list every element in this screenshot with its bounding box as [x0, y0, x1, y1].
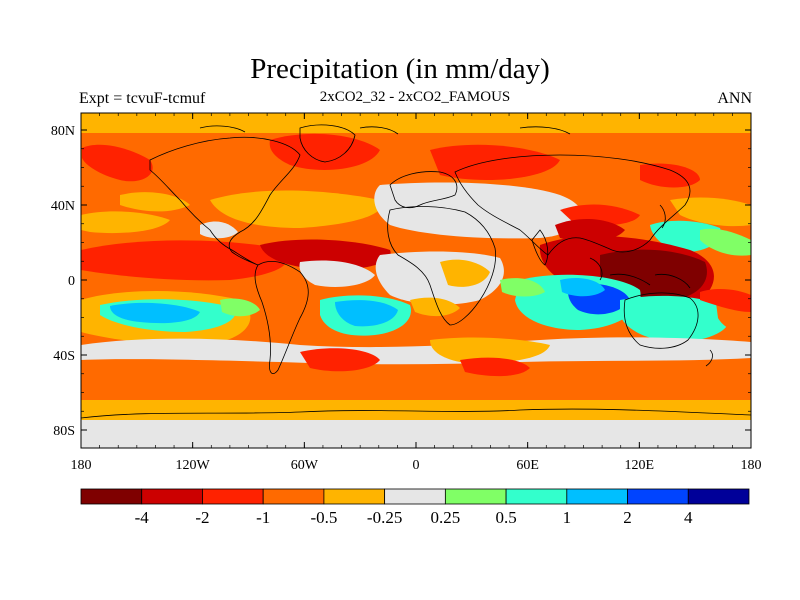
colorbar-swatch — [687, 488, 750, 505]
colorbar-label: -0.25 — [367, 508, 402, 527]
lat-tick-label: 80N — [51, 124, 75, 139]
colorbar-swatch — [444, 488, 507, 505]
experiment-label: Expt = tcvuF-tcmuf — [79, 90, 206, 107]
colorbar-swatch — [384, 488, 446, 505]
season-label: ANN — [717, 90, 752, 107]
colorbar-swatch — [323, 488, 386, 505]
colorbar-label: 2 — [623, 508, 632, 527]
colorbar-swatch — [566, 488, 628, 505]
colorbar-label: 0.25 — [430, 508, 460, 527]
colorbar-swatch — [141, 488, 203, 505]
lon-tick-label: 60E — [516, 458, 539, 473]
colorbar-swatch — [202, 488, 264, 505]
colorbar: -4 -2 -1 -0.5 -0.25 0.25 0.5 1 2 4 — [80, 488, 750, 527]
colorbar-label: 0.5 — [495, 508, 516, 527]
colorbar-label: -0.5 — [310, 508, 337, 527]
colorbar-label: -4 — [135, 508, 150, 527]
colorbar-swatch — [80, 488, 143, 505]
lon-tick-label: 0 — [413, 458, 420, 473]
lon-tick-label: 120W — [176, 458, 211, 473]
subtitle: 2xCO2_32 - 2xCO2_FAMOUS — [319, 89, 511, 105]
colorbar-label: 1 — [563, 508, 572, 527]
colorbar-label: -2 — [195, 508, 209, 527]
colorbar-swatch — [262, 488, 325, 505]
lat-tick-label: 0 — [68, 274, 75, 289]
colorbar-label: -1 — [256, 508, 270, 527]
lat-tick-label: 40S — [53, 349, 75, 364]
colorbar-label: 4 — [684, 508, 693, 527]
coastlines — [81, 124, 751, 419]
precipitation-field — [81, 113, 751, 448]
map-axes: 80N 40N 0 40S 80S 180 120W 60W 0 60E 120E 180 — [51, 113, 762, 473]
lon-tick-label: 180 — [71, 458, 92, 473]
colorbar-swatch — [505, 488, 568, 505]
lon-tick-label: 180 — [741, 458, 762, 473]
lat-tick-label: 40N — [51, 199, 75, 214]
map-title: Precipitation (in mm/day) — [250, 53, 550, 85]
lat-tick-label: 80S — [53, 424, 75, 439]
lon-tick-label: 120E — [625, 458, 655, 473]
lon-tick-label: 60W — [291, 458, 319, 473]
colorbar-swatch — [627, 488, 689, 505]
